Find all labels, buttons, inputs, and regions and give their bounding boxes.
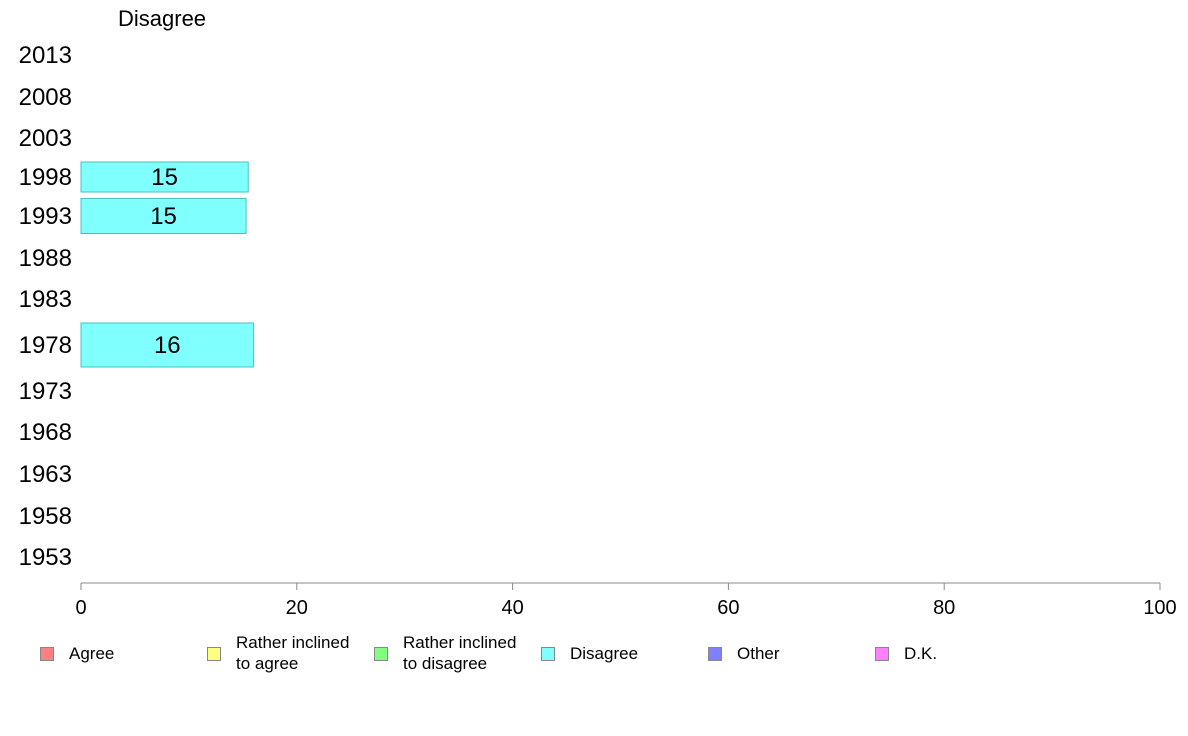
x-tick-label-40: 40 — [501, 597, 523, 619]
legend-swatch-5 — [875, 647, 889, 661]
legend-label-2: Rather inclined to disagree — [403, 633, 517, 673]
legend-swatch-4 — [708, 647, 722, 661]
legend-label-0: Agree — [69, 644, 115, 663]
x-tick-label-100: 100 — [1143, 597, 1176, 619]
chart-legend: Agree Rather inclined to agree Rather incl… — [0, 632, 1188, 692]
category-label-2003: 2003 — [19, 125, 72, 152]
category-label-1963: 1963 — [19, 461, 72, 488]
legend-swatch-0 — [40, 647, 54, 661]
x-tick-label-60: 60 — [717, 597, 739, 619]
legend-swatch-2 — [374, 647, 388, 661]
bar-1998 — [80, 161, 249, 193]
category-label-1968: 1968 — [19, 419, 72, 446]
category-label-1983: 1983 — [19, 286, 72, 313]
chart-title: Disagree — [118, 6, 207, 31]
category-label-2008: 2008 — [19, 84, 72, 111]
legend-swatch-3 — [541, 647, 555, 661]
x-tick-label-0: 0 — [75, 597, 86, 619]
data-label-1993: 15 — [150, 203, 177, 230]
category-label-1973: 1973 — [19, 378, 72, 405]
legend-label-5: D.K. — [904, 644, 938, 663]
legend-label-3: Disagree — [570, 644, 639, 663]
category-label-1988: 1988 — [19, 245, 72, 272]
category-label-1953: 1953 — [19, 544, 72, 571]
bar-1993 — [80, 198, 247, 234]
category-label-1993: 1993 — [19, 203, 72, 230]
category-label-1958: 1958 — [19, 503, 72, 530]
legend-swatch-1 — [207, 647, 221, 661]
x-tick-label-80: 80 — [933, 597, 955, 619]
bar-chart: 2013 2008 2003 1998 1993 1988 1983 1978 1973 1968… — [19, 42, 1177, 619]
legend-label-1: Rather inclined to agree — [236, 633, 350, 673]
data-label-1998: 15 — [151, 164, 178, 191]
legend-label-4: Other — [737, 644, 780, 663]
category-label-2013: 2013 — [19, 42, 72, 69]
category-label-1998: 1998 — [19, 164, 72, 191]
category-label-1978: 1978 — [19, 332, 72, 359]
bar-1978 — [80, 322, 255, 368]
x-tick-label-20: 20 — [286, 597, 308, 619]
data-label-1978: 16 — [154, 332, 181, 359]
